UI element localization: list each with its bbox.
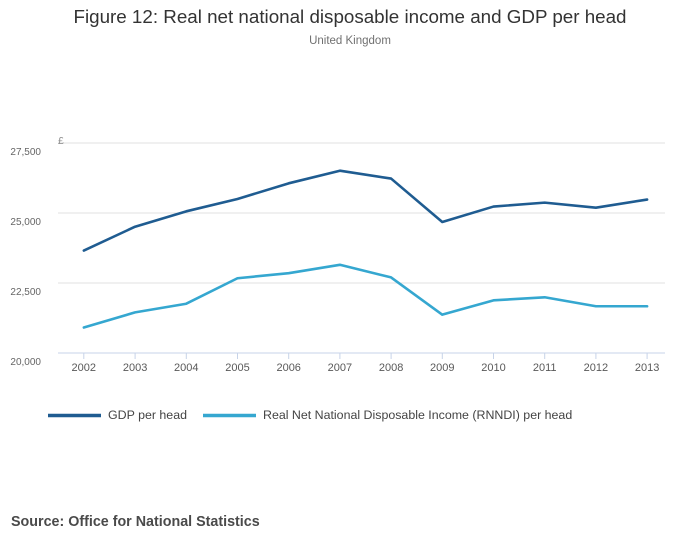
svg-text:Real Net National Disposable I: Real Net National Disposable Income (RNN… [263, 408, 572, 422]
svg-text:GDP per head: GDP per head [108, 408, 187, 422]
svg-text:22,500: 22,500 [10, 287, 41, 298]
svg-text:2013: 2013 [635, 362, 659, 374]
svg-text:2010: 2010 [481, 362, 505, 374]
svg-text:2012: 2012 [584, 362, 608, 374]
svg-text:27,500: 27,500 [10, 147, 41, 158]
svg-text:25,000: 25,000 [10, 217, 41, 228]
svg-text:2002: 2002 [72, 362, 96, 374]
svg-text:2009: 2009 [430, 362, 454, 374]
svg-text:2004: 2004 [174, 362, 198, 374]
svg-text:2008: 2008 [379, 362, 403, 374]
svg-text:£: £ [58, 135, 64, 147]
svg-text:2011: 2011 [533, 362, 557, 374]
svg-text:2006: 2006 [276, 362, 300, 374]
svg-text:20,000: 20,000 [10, 357, 41, 368]
svg-text:2003: 2003 [123, 362, 147, 374]
svg-text:2005: 2005 [225, 362, 249, 374]
svg-text:2007: 2007 [328, 362, 352, 374]
